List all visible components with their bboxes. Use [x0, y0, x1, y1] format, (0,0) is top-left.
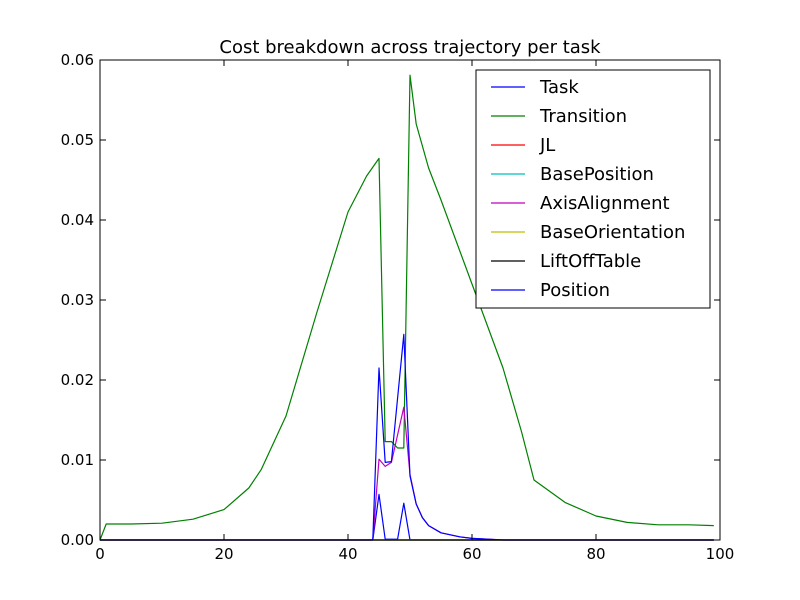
x-axis: 0 20 40 60 80 100 — [95, 60, 734, 563]
x-tick-label: 20 — [214, 545, 233, 563]
legend-label: Position — [540, 280, 610, 301]
legend-frame — [475, 69, 711, 309]
legend-label: JL — [539, 135, 555, 156]
x-tick-label: 60 — [462, 545, 481, 563]
y-tick-label: 0.04 — [61, 211, 94, 229]
y-axis: 0.00 0.01 0.02 0.03 0.04 0.05 0.06 — [61, 51, 720, 549]
legend: Task Transition JL BasePosition AxisAlignmen… — [475, 69, 711, 309]
legend-label: AxisAlignment — [540, 193, 670, 214]
legend-label: LiftOffTable — [540, 251, 641, 272]
y-tick-label: 0.02 — [61, 371, 94, 389]
x-tick-label: 100 — [706, 545, 735, 563]
y-tick-label: 0.00 — [61, 531, 94, 549]
y-tick-label: 0.01 — [61, 451, 94, 469]
x-tick-label: 0 — [95, 545, 105, 563]
y-tick-label: 0.06 — [61, 51, 94, 69]
series-line-position — [100, 333, 714, 541]
legend-label: Task — [539, 77, 579, 98]
y-tick-label: 0.03 — [61, 291, 94, 309]
x-tick-label: 80 — [586, 545, 605, 563]
legend-label: Transition — [539, 106, 627, 127]
series-line-transition — [99, 74, 714, 541]
x-tick-label: 40 — [338, 545, 357, 563]
legend-label: BaseOrientation — [540, 222, 685, 243]
legend-label: BasePosition — [540, 164, 654, 185]
y-tick-label: 0.05 — [61, 131, 94, 149]
chart-title: Cost breakdown across trajectory per tas… — [219, 37, 601, 58]
